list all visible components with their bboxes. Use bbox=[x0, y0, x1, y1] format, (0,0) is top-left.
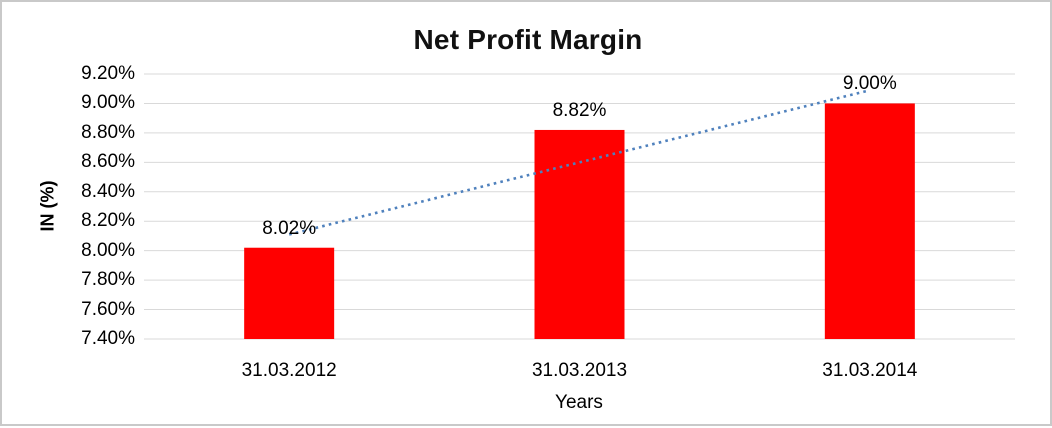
y-tick-label: 7.60% bbox=[81, 298, 135, 320]
y-tick-label: 7.40% bbox=[81, 328, 135, 349]
data-label: 8.02% bbox=[262, 217, 317, 239]
chart-title[interactable]: Net Profit Margin bbox=[413, 24, 643, 55]
y-tick-label: 8.60% bbox=[81, 151, 135, 173]
x-tick-label: 31.03.2012 bbox=[241, 360, 337, 381]
bar-31-03-2014[interactable] bbox=[824, 103, 915, 339]
data-label: 9.00% bbox=[842, 73, 897, 95]
y-tick-label: 8.20% bbox=[81, 210, 135, 232]
y-tick-label: 8.00% bbox=[81, 239, 135, 261]
y-tick-label: 7.80% bbox=[81, 269, 135, 291]
x-axis-title: Years bbox=[555, 392, 603, 413]
trendline[interactable] bbox=[288, 88, 871, 236]
y-tick-label: 8.80% bbox=[81, 121, 135, 143]
bar-31-03-2013[interactable] bbox=[534, 129, 625, 339]
y-tick-label: 8.40% bbox=[81, 180, 135, 202]
data-label: 8.82% bbox=[552, 99, 607, 121]
y-tick-label: 9.20% bbox=[81, 63, 135, 84]
x-tick-label: 31.03.2013 bbox=[531, 360, 628, 381]
x-tick-label: 31.03.2014 bbox=[822, 360, 918, 381]
y-tick-label: 9.00% bbox=[81, 92, 135, 114]
bar-31-03-2012[interactable] bbox=[244, 247, 335, 339]
